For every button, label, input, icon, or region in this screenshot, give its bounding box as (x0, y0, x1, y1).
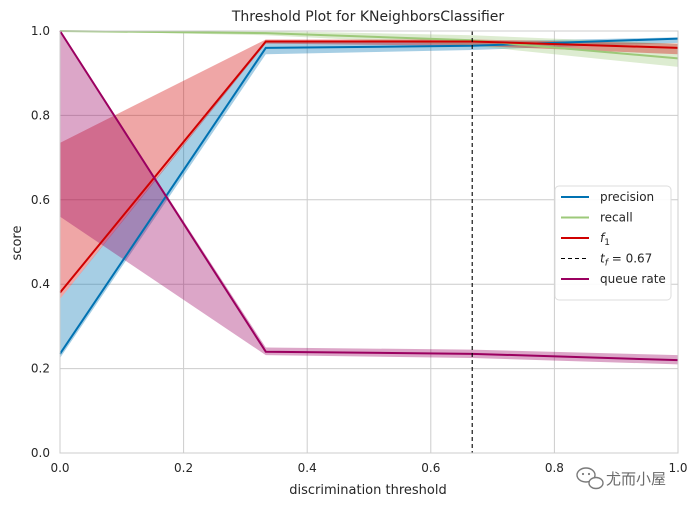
tick-labels: 0.0 0.2 0.4 0.6 0.8 1.0 0.0 0.2 0.4 0.6 0.8 1.0 (31, 24, 688, 475)
y-tick-label: 0.4 (31, 277, 50, 291)
series-line-0 (59, 37, 679, 355)
band-0 (60, 37, 678, 359)
x-tick-label: 0.6 (421, 461, 440, 475)
legend-label: recall (600, 211, 633, 225)
x-axis-title: discrimination threshold (289, 483, 446, 498)
x-tick-label: 0.8 (545, 461, 564, 475)
x-tick-label: 1.0 (668, 461, 687, 475)
series-lines (59, 30, 679, 362)
legend-box (554, 185, 672, 301)
series-line-2 (59, 40, 679, 294)
watermark-text: 尤而小屋 (606, 470, 666, 488)
y-tick-label: 0.8 (31, 108, 50, 122)
chart-title: Threshold Plot for KNeighborsClassifier (231, 9, 505, 25)
band-1 (60, 31, 678, 67)
y-tick-label: 0.0 (31, 446, 50, 460)
y-tick-label: 0.2 (31, 362, 50, 376)
x-tick-label: 0.0 (50, 461, 69, 475)
legend-label: precision (600, 190, 654, 204)
y-axis-title: score (10, 226, 25, 261)
legend-threshold-label: tf = 0.67 (600, 252, 652, 269)
x-tick-label: 0.2 (174, 461, 193, 475)
legend: precision recall f1 tf = 0.67 queue rate (554, 185, 672, 301)
watermark: 尤而小屋 (576, 467, 666, 490)
band-3 (60, 31, 678, 365)
legend-label: queue rate (600, 272, 666, 286)
axes-frame (59, 30, 679, 454)
legend-label: f1 (600, 231, 610, 248)
wechat-icon (576, 467, 604, 490)
x-tick-label: 0.4 (298, 461, 317, 475)
y-tick-label: 1.0 (31, 24, 50, 38)
y-tick-label: 0.6 (31, 193, 50, 207)
series-line-3 (59, 30, 679, 362)
series-line-1 (59, 30, 679, 60)
